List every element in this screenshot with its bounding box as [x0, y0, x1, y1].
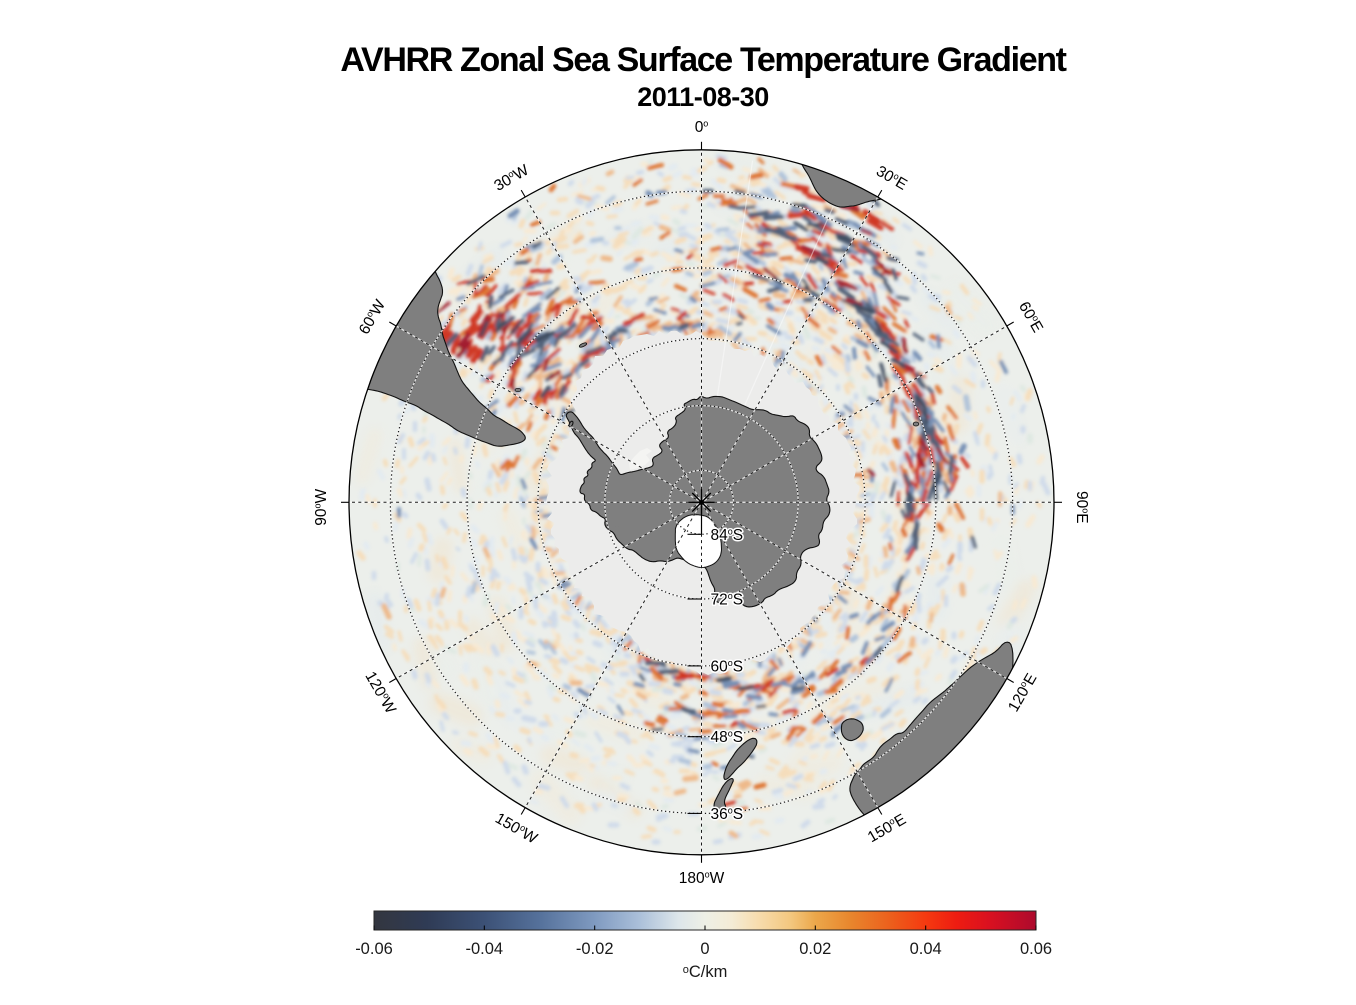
svg-text:90oE: 90oE: [1073, 491, 1091, 524]
svg-text:36oS: 36oS: [711, 805, 744, 823]
svg-text:0: 0: [700, 940, 709, 958]
svg-text:2011-08-30: 2011-08-30: [637, 82, 769, 112]
svg-text:72oS: 72oS: [711, 591, 744, 609]
svg-text:AVHRR Zonal Sea Surface Temper: AVHRR Zonal Sea Surface Temperature Grad…: [340, 41, 1066, 79]
svg-text:0.04: 0.04: [910, 940, 942, 958]
svg-text:oC/km: oC/km: [683, 963, 728, 981]
svg-text:48oS: 48oS: [711, 729, 744, 747]
svg-text:0.06: 0.06: [1020, 940, 1052, 958]
svg-text:90oW: 90oW: [313, 488, 331, 525]
svg-text:-0.06: -0.06: [355, 940, 393, 958]
svg-text:-0.04: -0.04: [465, 940, 503, 958]
svg-text:-0.02: -0.02: [576, 940, 614, 958]
svg-text:180oW: 180oW: [679, 869, 725, 887]
svg-text:84oS: 84oS: [711, 526, 744, 544]
svg-text:0.02: 0.02: [799, 940, 831, 958]
svg-text:60oS: 60oS: [711, 658, 744, 676]
